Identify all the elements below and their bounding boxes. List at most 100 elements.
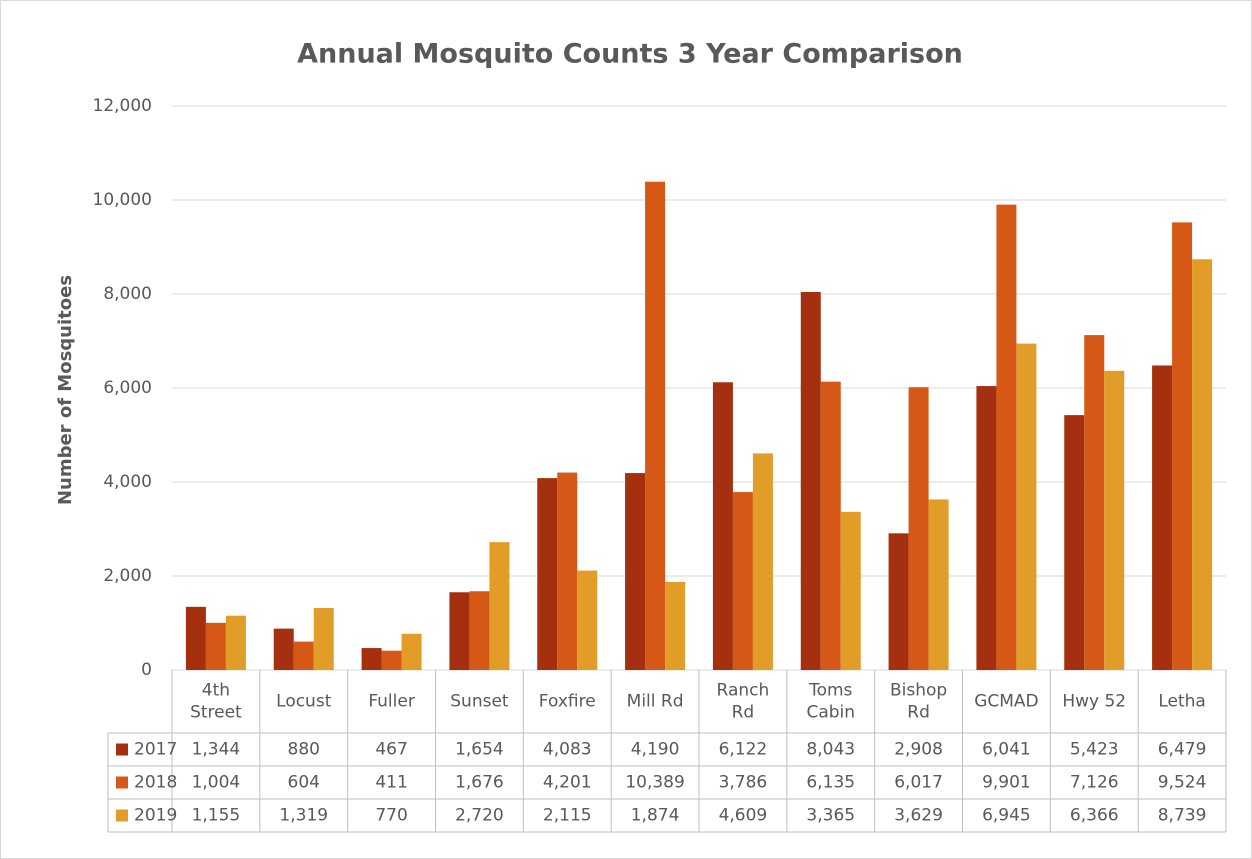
bar	[645, 181, 666, 671]
table-value: 8,043	[806, 740, 855, 760]
bar	[840, 511, 861, 670]
x-tick-label: Mill Rd	[627, 692, 684, 712]
legend-label: 2019	[134, 806, 177, 826]
bar	[1192, 259, 1213, 670]
bar	[185, 606, 206, 670]
bar	[381, 650, 402, 670]
table-value: 6,479	[1158, 740, 1207, 760]
bar	[732, 492, 753, 670]
table-value: 6,945	[982, 806, 1031, 826]
y-tick-label: 4,000	[103, 472, 152, 492]
bar	[712, 382, 733, 670]
bar	[361, 648, 382, 670]
x-tick-label: Locust	[276, 692, 332, 712]
bar	[205, 622, 226, 670]
bar	[665, 581, 686, 670]
table-value: 6,122	[719, 740, 768, 760]
x-tick-label: GCMAD	[974, 692, 1038, 712]
table-value: 7,126	[1070, 773, 1119, 793]
bar	[313, 608, 334, 670]
legend-swatch	[116, 809, 128, 822]
bar	[225, 615, 246, 670]
table-value: 1,155	[192, 806, 241, 826]
table-value: 6,017	[894, 773, 943, 793]
bar	[752, 453, 773, 670]
x-tick-label: Ranch Rd	[717, 681, 770, 723]
table-value: 1,654	[455, 740, 504, 760]
x-tick-label: Hwy 52	[1062, 692, 1126, 712]
bar	[820, 381, 841, 670]
bar	[1016, 343, 1037, 670]
table-value: 4,083	[543, 740, 592, 760]
table-value: 9,901	[982, 773, 1031, 793]
table-value: 1,004	[192, 773, 241, 793]
table-value: 6,135	[806, 773, 855, 793]
x-tick-label: Foxfire	[539, 692, 596, 712]
y-tick-label: 10,000	[93, 190, 152, 210]
table-value: 4,190	[631, 740, 680, 760]
table-value: 4,201	[543, 773, 592, 793]
table-value: 1,319	[279, 806, 328, 826]
chart-title: Annual Mosquito Counts 3 Year Comparison	[297, 39, 963, 70]
bar	[1104, 370, 1125, 670]
table-value: 604	[288, 773, 320, 793]
bar	[1172, 222, 1193, 670]
bar	[577, 570, 598, 670]
bar	[908, 387, 929, 670]
legend-label: 2018	[134, 773, 177, 793]
table-value: 2,720	[455, 806, 504, 826]
legend-swatch	[116, 776, 128, 789]
y-axis-label: Number of Mosquitoes	[55, 275, 76, 505]
bar	[625, 473, 646, 670]
bar	[928, 499, 949, 670]
table-value: 1,874	[631, 806, 680, 826]
table-value: 9,524	[1158, 773, 1207, 793]
y-tick-label: 0	[141, 660, 152, 680]
table-value: 2,908	[894, 740, 943, 760]
x-tick-label: 4th Street	[190, 681, 242, 723]
bar	[469, 591, 490, 670]
y-tick-label: 12,000	[93, 96, 152, 116]
bar	[888, 533, 909, 670]
legend-swatch	[116, 743, 128, 756]
table-value: 5,423	[1070, 740, 1119, 760]
bar	[293, 641, 314, 670]
bar	[449, 592, 470, 670]
bar	[800, 291, 821, 670]
table-value: 4,609	[719, 806, 768, 826]
x-tick-label: Letha	[1158, 692, 1206, 712]
table-value: 1,344	[192, 740, 241, 760]
x-tick-label: Sunset	[450, 692, 509, 712]
table-value: 3,629	[894, 806, 943, 826]
x-tick-label: Toms Cabin	[806, 681, 855, 723]
bar	[1152, 365, 1173, 670]
y-tick-label: 6,000	[103, 378, 152, 398]
table-value: 770	[375, 806, 407, 826]
table-value: 2,115	[543, 806, 592, 826]
table-value: 6,366	[1070, 806, 1119, 826]
y-tick-label: 8,000	[103, 284, 152, 304]
table-value: 8,739	[1158, 806, 1207, 826]
table-value: 880	[288, 740, 320, 760]
table-value: 411	[375, 773, 407, 793]
x-tick-label: Fuller	[368, 692, 415, 712]
bar	[273, 628, 294, 670]
bar	[489, 542, 510, 670]
table-value: 1,676	[455, 773, 504, 793]
table-value: 3,786	[719, 773, 768, 793]
bar	[976, 386, 997, 670]
bar	[537, 478, 558, 670]
legend-label: 2017	[134, 740, 177, 760]
bar	[996, 204, 1017, 670]
table-value: 10,389	[625, 773, 684, 793]
table-value: 467	[375, 740, 407, 760]
y-tick-label: 2,000	[103, 566, 152, 586]
x-tick-label: Bishop Rd	[890, 681, 947, 723]
bar	[1064, 415, 1085, 670]
bar	[1084, 335, 1105, 670]
bar	[557, 472, 578, 670]
bar	[401, 633, 422, 670]
table-value: 3,365	[806, 806, 855, 826]
